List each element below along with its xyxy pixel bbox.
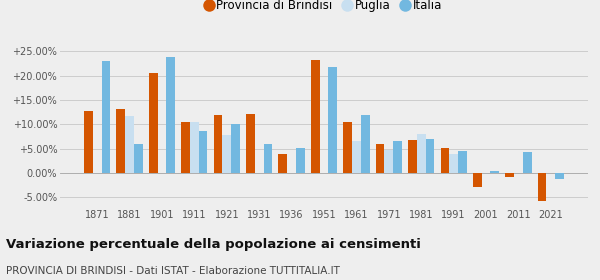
Bar: [490, 171, 499, 173]
Bar: [458, 151, 467, 173]
Bar: [449, 154, 458, 173]
Bar: [408, 140, 417, 173]
Bar: [311, 60, 320, 173]
Bar: [263, 144, 272, 173]
Bar: [555, 173, 564, 179]
Bar: [352, 141, 361, 173]
Bar: [278, 154, 287, 173]
Bar: [181, 122, 190, 173]
Bar: [214, 115, 223, 173]
Bar: [101, 61, 110, 173]
Bar: [417, 134, 425, 173]
Bar: [343, 122, 352, 173]
Bar: [190, 122, 199, 173]
Bar: [246, 114, 255, 173]
Bar: [134, 144, 143, 173]
Bar: [199, 131, 208, 173]
Bar: [223, 135, 231, 173]
Bar: [328, 67, 337, 173]
Bar: [231, 124, 240, 173]
Bar: [166, 57, 175, 173]
Bar: [425, 139, 434, 173]
Bar: [361, 115, 370, 173]
Bar: [376, 144, 385, 173]
Bar: [538, 173, 547, 201]
Text: Variazione percentuale della popolazione ai censimenti: Variazione percentuale della popolazione…: [6, 238, 421, 251]
Bar: [125, 116, 134, 173]
Bar: [505, 173, 514, 176]
Legend: Provincia di Brindisi, Puglia, Italia: Provincia di Brindisi, Puglia, Italia: [201, 0, 447, 17]
Bar: [84, 111, 93, 173]
Bar: [393, 141, 402, 173]
Bar: [116, 109, 125, 173]
Bar: [296, 148, 305, 173]
Bar: [523, 152, 532, 173]
Bar: [473, 173, 482, 187]
Text: PROVINCIA DI BRINDISI - Dati ISTAT - Elaborazione TUTTITALIA.IT: PROVINCIA DI BRINDISI - Dati ISTAT - Ela…: [6, 266, 340, 276]
Bar: [440, 148, 449, 173]
Bar: [149, 73, 158, 173]
Bar: [385, 150, 393, 173]
